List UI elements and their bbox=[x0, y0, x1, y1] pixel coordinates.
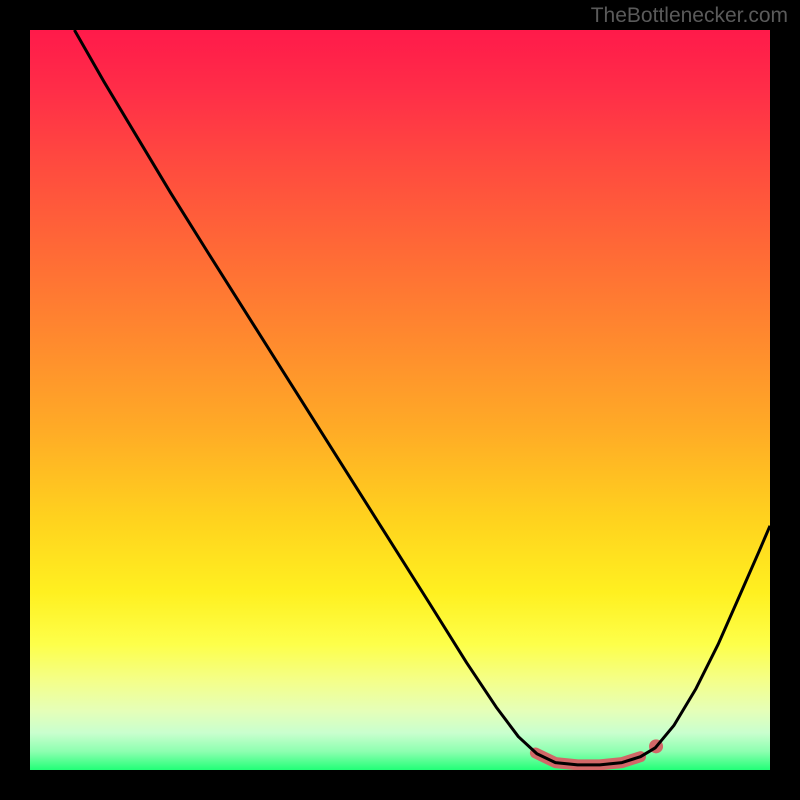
curve-layer bbox=[30, 30, 770, 770]
bottleneck-curve bbox=[74, 30, 770, 765]
watermark-text: TheBottlenecker.com bbox=[591, 4, 788, 28]
chart-area bbox=[30, 30, 770, 770]
